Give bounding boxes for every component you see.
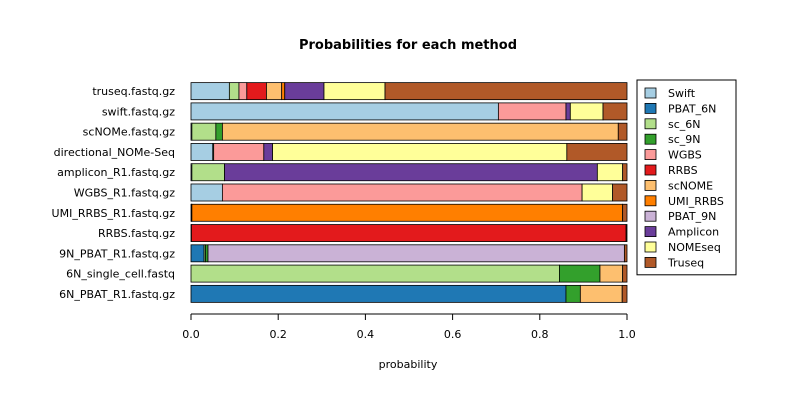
- category-label: WGBS_R1.fastq.gz: [74, 187, 175, 200]
- bar-segment-sc-9n: [565, 284, 581, 303]
- bar-segment-truseq: [625, 224, 628, 242]
- category-label: scNOMe.fastq.gz: [83, 126, 176, 139]
- bar-segment-sc-6n: [228, 82, 240, 101]
- bar-segment-nomeseq: [272, 143, 568, 161]
- legend-swatch: [644, 195, 657, 207]
- x-tick-label: 0.0: [182, 328, 200, 341]
- x-axis: 0.0 0.2 0.4 0.6 0.8 1.0: [182, 313, 636, 341]
- bar-segment-amplicon: [284, 82, 325, 101]
- bar-segment-truseq: [617, 122, 628, 141]
- legend-swatch: [644, 226, 657, 238]
- legend-label: WGBS: [668, 149, 702, 162]
- bar-segment-nomeseq: [569, 102, 604, 121]
- category-label: truseq.fastq.gz: [92, 85, 175, 98]
- bar-segment-sc-6n: [191, 122, 217, 141]
- legend-swatch: [644, 149, 657, 161]
- bar-segment-swift: [190, 82, 230, 101]
- legend-swatch: [644, 241, 657, 253]
- legend-swatch: [644, 164, 657, 176]
- category-label: 6N_PBAT_R1.fastq.gz: [59, 288, 175, 301]
- x-tick-label: 0.6: [444, 328, 462, 341]
- category-label: swift.fastq.gz: [102, 105, 175, 118]
- bar-segment-swift: [190, 183, 223, 202]
- legend-label: Amplicon: [668, 226, 719, 239]
- bar-segment-sc-6n: [190, 264, 560, 283]
- legend-swatch: [644, 256, 657, 268]
- bar-segment-wgbs: [238, 82, 248, 101]
- legend-label: sc_9N: [668, 133, 701, 146]
- category-label: directional_NOMe-Seq: [54, 146, 175, 159]
- bar-segment-pbat-6n: [190, 284, 567, 303]
- bar-segment-truseq: [622, 203, 628, 222]
- category-label: 6N_single_cell.fastq: [66, 268, 175, 281]
- legend-swatch: [644, 210, 657, 222]
- x-tick-label: 1.0: [618, 328, 636, 341]
- bar-segment-truseq: [622, 163, 628, 182]
- bar-segment-truseq: [623, 244, 628, 263]
- bar-segment-amplicon: [565, 102, 571, 121]
- x-tick-label: 0.2: [269, 328, 287, 341]
- legend-label: Swift: [668, 87, 696, 100]
- bar-segment-nomeseq: [323, 82, 386, 101]
- legend: Swift PBAT_6N sc_6N sc_9N WGBS RRBS scNOME UMI_…: [636, 79, 737, 276]
- x-tick-label: 0.4: [357, 328, 375, 341]
- category-label: amplicon_R1.fastq.gz: [57, 166, 175, 179]
- bar-segment-sc-9n: [215, 122, 223, 141]
- legend-label: sc_6N: [668, 118, 701, 131]
- legend-label: Truseq: [667, 256, 704, 269]
- legend-swatch: [644, 179, 657, 191]
- bar-segment-umi-rrbs: [281, 82, 286, 101]
- bar-segment-umi-rrbs: [191, 203, 624, 222]
- x-tick-label: 0.8: [531, 328, 549, 341]
- category-label: RRBS.fastq.gz: [98, 227, 175, 240]
- legend-swatch: [644, 87, 657, 99]
- bar-segment-nomeseq: [581, 183, 614, 202]
- legend-label: scNOME: [668, 179, 713, 192]
- legend-label: RRBS: [668, 164, 698, 177]
- bar-segment-rrbs: [246, 82, 267, 101]
- legend-label: NOMEseq: [668, 241, 721, 254]
- legend-swatch: [644, 133, 657, 145]
- bar-segment-scnome: [599, 264, 624, 283]
- category-label: 9N_PBAT_R1.fastq.gz: [59, 247, 175, 260]
- bar-segment-sc-6n: [191, 163, 225, 182]
- category-label: UMI_RRBS_R1.fastq.gz: [52, 207, 176, 220]
- bar-segment-truseq: [384, 82, 628, 101]
- bar-segment-swift: [190, 143, 214, 161]
- bar-segment-truseq: [621, 284, 628, 303]
- bar-segment-amplicon: [263, 143, 273, 161]
- category-labels: truseq.fastq.gz swift.fastq.gz scNOMe.fast…: [52, 85, 176, 301]
- legend-label: UMI_RRBS: [668, 195, 724, 208]
- legend-label: PBAT_6N: [668, 102, 716, 115]
- bar-segment-truseq: [622, 264, 628, 283]
- bar-segment-wgbs: [221, 183, 583, 202]
- bar-segment-wgbs: [213, 143, 265, 161]
- bar-segment-pbat-9n: [207, 244, 625, 263]
- bar-segment-pbat-6n: [190, 244, 205, 263]
- legend-label: PBAT_9N: [668, 210, 716, 223]
- bar-segment-wgbs: [497, 102, 567, 121]
- bar-segment-sc-9n: [559, 264, 601, 283]
- bar-segment-truseq: [602, 102, 628, 121]
- bars-group: [190, 82, 628, 303]
- chart-title: Probabilities for each method: [299, 38, 517, 53]
- bar-segment-scnome: [266, 82, 283, 101]
- bar-segment-scnome: [579, 284, 623, 303]
- bar-segment-nomeseq: [596, 163, 624, 182]
- x-axis-label: probability: [379, 358, 438, 371]
- bar-segment-amplicon: [224, 163, 598, 182]
- bar-segment-scnome: [221, 122, 619, 141]
- bar-segment-truseq: [612, 183, 628, 202]
- legend-swatch: [644, 103, 657, 114]
- legend-swatch: [644, 118, 657, 130]
- bar-segment-truseq: [566, 143, 628, 161]
- bar-segment-rrbs: [191, 224, 627, 242]
- bar-segment-swift: [190, 102, 499, 121]
